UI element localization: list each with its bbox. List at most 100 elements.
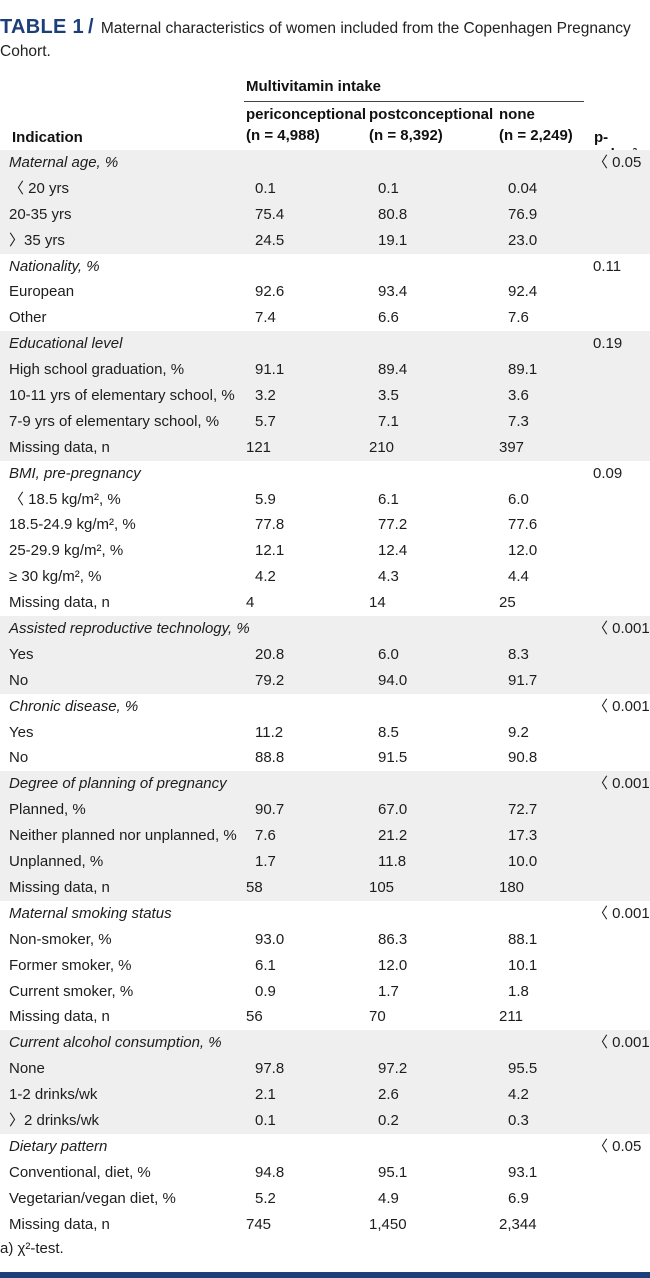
periconceptional-value: 5.2	[255, 1189, 276, 1207]
table-row: European 92.6 93.4 92.4	[0, 279, 650, 305]
none-value: 6.0	[508, 490, 529, 508]
col3-name: none	[499, 106, 535, 123]
periconceptional-value: 121	[246, 438, 272, 456]
row-label: No	[9, 749, 29, 767]
periconceptional-value: 93.0	[255, 930, 285, 948]
periconceptional-value: 4.2	[255, 568, 276, 586]
row-label: 10-11 yrs of elementary school, %	[9, 387, 235, 405]
group-title-row: Nationality, % 0.11	[0, 254, 650, 280]
group-title: Assisted reproductive technology, %	[9, 620, 250, 638]
periconceptional-value: 79.2	[255, 671, 285, 689]
row-label: 1-2 drinks/wk	[9, 1086, 98, 1104]
periconceptional-value: 0.9	[255, 982, 276, 1000]
postconceptional-value: 6.1	[378, 490, 399, 508]
table-row: Conventional, diet, % 94.8 95.1 93.1	[0, 1160, 650, 1186]
caption-text: Maternal characteristics of women includ…	[0, 20, 631, 60]
periconceptional-value: 0.1	[255, 1111, 276, 1129]
none-value: 2,344	[499, 1215, 537, 1233]
table-row: 18.5-24.9 kg/m², % 77.8 77.2 77.6	[0, 512, 650, 538]
col2-n: (n = 8,392)	[369, 127, 443, 144]
row-label: Missing data, n	[9, 1008, 110, 1026]
periconceptional-value: 75.4	[255, 205, 285, 223]
p-value: 0.11	[593, 257, 622, 275]
none-value: 77.6	[508, 516, 538, 534]
periconceptional-value: 12.1	[255, 542, 285, 560]
col3-n: (n = 2,249)	[499, 127, 573, 144]
group-header: Multivitamin intake	[246, 78, 382, 95]
periconceptional-value: 77.8	[255, 516, 285, 534]
row-label: Vegetarian/vegan diet, %	[9, 1189, 176, 1207]
p-value: 0.09	[593, 464, 623, 482]
table-row: High school graduation, % 91.1 89.4 89.1	[0, 357, 650, 383]
periconceptional-value: 6.1	[255, 956, 276, 974]
table-row: Missing data, n 121 210 397	[0, 435, 650, 461]
table-row: 25-29.9 kg/m², % 12.1 12.4 12.0	[0, 538, 650, 564]
group-title-row: Maternal smoking status 〈 0.001	[0, 901, 650, 927]
periconceptional-value: 1.7	[255, 853, 276, 871]
table-row: 1-2 drinks/wk 2.1 2.6 4.2	[0, 1082, 650, 1108]
none-value: 180	[499, 878, 525, 896]
periconceptional-value: 20.8	[255, 645, 285, 663]
postconceptional-value: 19.1	[378, 231, 408, 249]
row-label: ≥ 30 kg/m², %	[9, 568, 102, 586]
group-title-row: Degree of planning of pregnancy 〈 0.001	[0, 771, 650, 797]
none-value: 7.3	[508, 412, 529, 430]
periconceptional-value: 7.4	[255, 309, 276, 327]
postconceptional-value: 4.3	[378, 568, 399, 586]
table-label: TABLE 1	[0, 16, 84, 38]
postconceptional-value: 77.2	[378, 516, 408, 534]
none-value: 0.04	[508, 179, 538, 197]
row-label: 25-29.9 kg/m², %	[9, 542, 124, 560]
p-value: 〈 0.001	[593, 1034, 650, 1052]
p-value: 〈 0.001	[593, 775, 650, 793]
table-group: BMI, pre-pregnancy 0.09 〈 18.5 kg/m², % 5.9…	[0, 461, 650, 616]
postconceptional-value: 8.5	[378, 723, 399, 741]
table-group: Chronic disease, % 〈 0.001 Yes 11.2 8.5 9.2 No…	[0, 694, 650, 772]
postconceptional-value: 12.0	[378, 956, 408, 974]
periconceptional-value: 3.2	[255, 387, 276, 405]
row-label: 〉2 drinks/wk	[9, 1111, 100, 1129]
table-row: 〈 20 yrs 0.1 0.1 0.04	[0, 176, 650, 202]
periconceptional-value: 88.8	[255, 749, 285, 767]
postconceptional-value: 0.2	[378, 1111, 399, 1129]
none-value: 72.7	[508, 801, 538, 819]
row-label: Unplanned, %	[9, 853, 104, 871]
group-title: Maternal age, %	[9, 154, 119, 171]
table-group: Dietary pattern 〈 0.05 Conventional, diet,…	[0, 1134, 650, 1238]
row-label: Conventional, diet, %	[9, 1163, 151, 1181]
col1-n: (n = 4,988)	[246, 127, 320, 144]
p-value: 〈 0.001	[593, 697, 650, 715]
table-row: Former smoker, % 6.1 12.0 10.1	[0, 953, 650, 979]
periconceptional-value: 92.6	[255, 283, 285, 301]
row-label: Missing data, n	[9, 594, 110, 612]
table-row: Other 7.4 6.6 7.6	[0, 305, 650, 331]
table-group: Current alcohol consumption, % 〈 0.001 Non…	[0, 1030, 650, 1134]
table-row: Vegetarian/vegan diet, % 5.2 4.9 6.9	[0, 1186, 650, 1212]
col2-name: postconceptional	[369, 106, 494, 123]
col1-name: periconceptional	[246, 106, 367, 123]
none-value: 8.3	[508, 645, 529, 663]
postconceptional-value: 11.8	[378, 853, 407, 871]
postconceptional-value: 105	[369, 878, 395, 896]
periconceptional-value: 97.8	[255, 1060, 285, 1078]
postconceptional-value: 2.6	[378, 1086, 399, 1104]
periconceptional-value: 2.1	[255, 1086, 276, 1104]
row-label: Planned, %	[9, 801, 86, 819]
none-value: 6.9	[508, 1189, 529, 1207]
table-row: Unplanned, % 1.7 11.8 10.0	[0, 849, 650, 875]
periconceptional-value: 58	[246, 878, 263, 896]
periconceptional-value: 94.8	[255, 1163, 285, 1181]
row-label: 18.5-24.9 kg/m², %	[9, 516, 136, 534]
footnote: a) χ²-test.	[0, 1240, 64, 1257]
none-value: 3.6	[508, 387, 529, 405]
p-value: 〈 0.001	[593, 904, 650, 922]
postconceptional-value: 1,450	[369, 1215, 407, 1233]
periconceptional-value: 7.6	[255, 827, 276, 845]
row-label: Current smoker, %	[9, 982, 134, 1000]
table-row: Missing data, n 56 70 211	[0, 1004, 650, 1030]
group-title: Chronic disease, %	[9, 697, 139, 715]
table-row: 〉35 yrs 24.5 19.1 23.0	[0, 228, 650, 254]
table-row: 7-9 yrs of elementary school, % 5.7 7.1 7.3	[0, 409, 650, 435]
postconceptional-value: 6.0	[378, 645, 399, 663]
table-group: Degree of planning of pregnancy 〈 0.001 Pl…	[0, 771, 650, 901]
